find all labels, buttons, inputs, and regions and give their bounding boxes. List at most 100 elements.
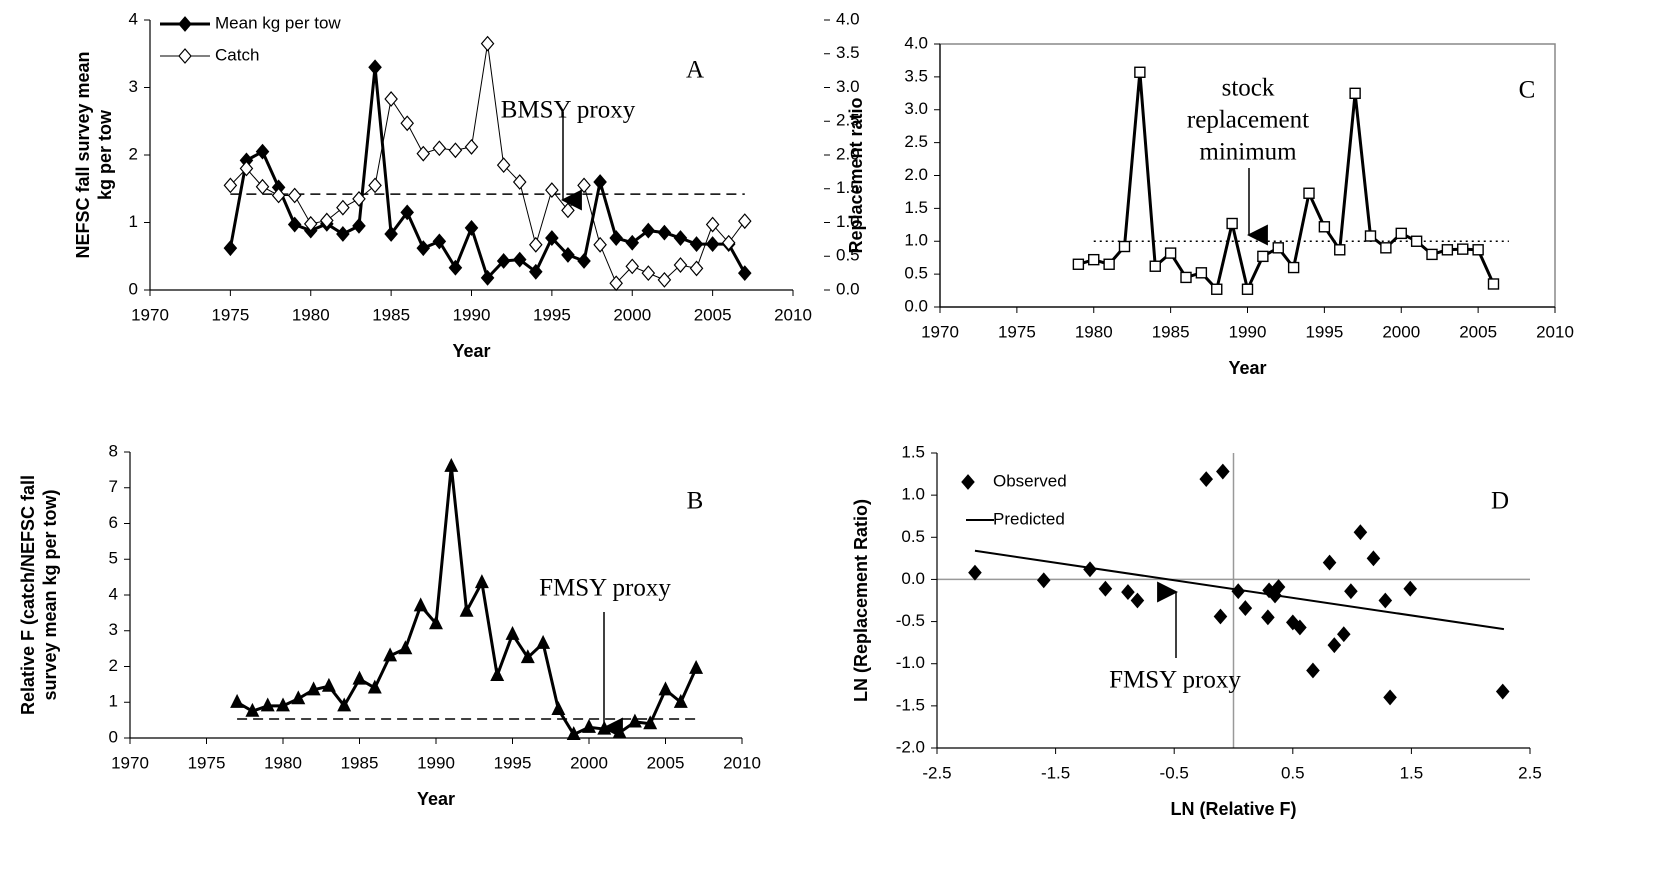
marker bbox=[1103, 258, 1115, 270]
marker bbox=[545, 230, 559, 246]
x-tick-label: 2000 bbox=[1382, 322, 1420, 341]
marker bbox=[1457, 243, 1469, 255]
marker bbox=[1364, 230, 1377, 242]
marker bbox=[597, 720, 612, 735]
y-tick-label: 2 bbox=[129, 144, 138, 163]
marker bbox=[545, 182, 559, 199]
marker bbox=[1271, 579, 1286, 595]
marker bbox=[368, 177, 382, 194]
marker bbox=[352, 190, 366, 207]
marker bbox=[1353, 524, 1368, 541]
marker bbox=[1164, 247, 1177, 259]
y-tick-label: 1 bbox=[129, 212, 138, 231]
marker bbox=[1134, 66, 1146, 78]
marker bbox=[1495, 683, 1510, 700]
y-axis-label: kg per tow bbox=[95, 109, 115, 200]
marker bbox=[223, 240, 238, 257]
marker bbox=[643, 715, 658, 730]
marker bbox=[230, 693, 245, 708]
marker bbox=[1130, 592, 1145, 609]
series-line bbox=[1077, 72, 1495, 294]
marker bbox=[551, 701, 566, 715]
marker bbox=[505, 625, 520, 640]
marker bbox=[1195, 267, 1208, 279]
marker bbox=[1261, 609, 1275, 626]
marker bbox=[512, 174, 527, 190]
annotation: stock bbox=[1222, 75, 1275, 102]
marker bbox=[444, 457, 459, 472]
y-tick-label: 3.5 bbox=[904, 66, 928, 85]
marker bbox=[577, 177, 591, 194]
marker bbox=[398, 640, 413, 655]
annotation: D bbox=[1491, 488, 1509, 515]
marker bbox=[1403, 580, 1418, 597]
marker bbox=[287, 216, 302, 233]
y-tick-label: 1.0 bbox=[901, 485, 925, 504]
marker bbox=[1426, 248, 1438, 261]
y-tick-label: 1.5 bbox=[904, 198, 928, 217]
y-tick-label: -1.0 bbox=[896, 653, 925, 672]
annotation: minimum bbox=[1199, 139, 1297, 166]
x-tick-label: 2000 bbox=[613, 305, 651, 324]
marker bbox=[561, 246, 575, 263]
y-axis-label: LN (Replacement Ratio) bbox=[851, 499, 871, 702]
x-tick-label: 1980 bbox=[264, 753, 302, 772]
y-tick-label: 3 bbox=[109, 620, 118, 639]
x-tick-label: 1985 bbox=[372, 305, 410, 324]
y-tick-label: 4 bbox=[109, 584, 118, 603]
marker bbox=[384, 91, 398, 107]
marker bbox=[1216, 463, 1230, 480]
marker bbox=[1487, 278, 1500, 290]
marker bbox=[641, 222, 656, 239]
x-tick-label: 1990 bbox=[417, 753, 455, 772]
y2-tick-label: 2.5 bbox=[836, 111, 860, 130]
x-tick-label: 1980 bbox=[1075, 322, 1113, 341]
marker bbox=[245, 702, 260, 717]
marker bbox=[689, 260, 704, 277]
x-tick-label: 1995 bbox=[533, 305, 571, 324]
marker bbox=[464, 138, 479, 155]
y2-tick-label: 4.0 bbox=[836, 9, 860, 28]
y-tick-label: 0.0 bbox=[901, 569, 925, 588]
marker bbox=[1199, 471, 1214, 488]
marker bbox=[352, 670, 367, 685]
marker bbox=[657, 271, 672, 288]
marker bbox=[400, 115, 414, 132]
y-tick-label: 4.0 bbox=[904, 33, 928, 52]
marker bbox=[1238, 600, 1253, 617]
annotation: C bbox=[1519, 77, 1536, 104]
marker bbox=[1318, 221, 1331, 233]
x-tick-label: 1975 bbox=[188, 753, 226, 772]
marker bbox=[1472, 244, 1484, 256]
x-axis-label: Year bbox=[417, 789, 455, 809]
y-tick-label: 0.0 bbox=[904, 296, 928, 315]
marker bbox=[490, 667, 505, 682]
x-tick-label: 2005 bbox=[1459, 322, 1497, 341]
marker bbox=[593, 174, 607, 190]
marker bbox=[1241, 283, 1254, 295]
marker bbox=[1226, 217, 1238, 230]
y-axis-label: Relative F (catch/NEFSC fall bbox=[18, 475, 38, 715]
marker bbox=[705, 216, 720, 233]
x-axis-label: Year bbox=[1228, 358, 1266, 378]
marker bbox=[582, 718, 596, 733]
y-axis-label: NEFSC fall survey mean bbox=[73, 51, 93, 258]
x-tick-label: 2010 bbox=[723, 753, 761, 772]
annotation: FMSY proxy bbox=[539, 575, 671, 602]
marker bbox=[474, 574, 489, 589]
y-tick-label: 1.0 bbox=[904, 231, 928, 250]
y2-tick-label: 2.0 bbox=[836, 144, 860, 163]
legend-label: Catch bbox=[215, 45, 259, 64]
marker bbox=[1322, 554, 1337, 571]
x-tick-label: 2010 bbox=[774, 305, 812, 324]
marker bbox=[223, 177, 238, 194]
marker bbox=[336, 226, 350, 242]
marker bbox=[1395, 227, 1407, 240]
marker bbox=[416, 240, 431, 257]
x-tick-label: 1985 bbox=[1152, 322, 1190, 341]
annotation: replacement bbox=[1187, 107, 1309, 134]
annotation: BMSY proxy bbox=[501, 97, 636, 124]
marker bbox=[1213, 608, 1228, 625]
